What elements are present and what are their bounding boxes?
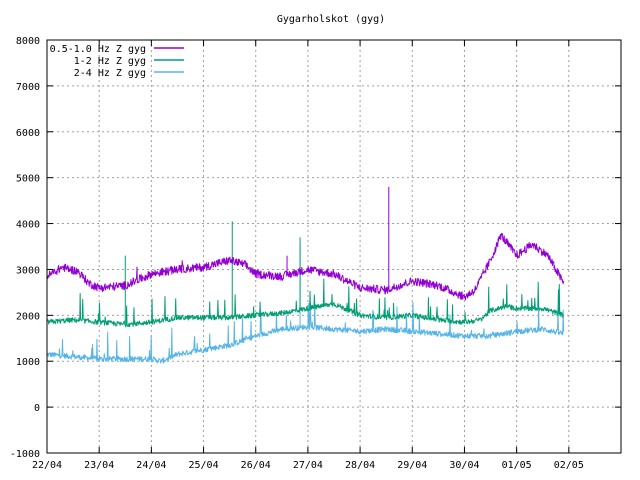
legend-label: 1-2 Hz Z gyg	[74, 56, 146, 67]
x-tick-label: 25/04	[188, 460, 218, 471]
series-line	[46, 278, 564, 328]
y-tick-label: -1000	[10, 449, 40, 460]
x-tick-label: 24/04	[136, 460, 166, 471]
x-tick-label: 28/04	[345, 460, 375, 471]
chart-title: Gygarholskot (gyg)	[277, 14, 385, 25]
y-tick-label: 3000	[16, 265, 40, 276]
y-tick-label: 7000	[16, 82, 40, 93]
x-tick-label: 22/04	[32, 460, 62, 471]
series-layer	[46, 186, 565, 364]
axes: -1000 0 1000 2000 3000 4000 5000 6000 7000 8000 22…	[10, 36, 621, 471]
y-tick-label: 2000	[16, 311, 40, 322]
legend-label: 2-4 Hz Z gyg	[74, 68, 146, 79]
y-tick-label: 6000	[16, 128, 40, 139]
legend-label: 0.5-1.0 Hz Z gyg	[50, 44, 146, 55]
x-tick-label: 23/04	[84, 460, 114, 471]
x-tick-label: 26/04	[241, 460, 271, 471]
series-line	[46, 301, 565, 364]
plot-frame	[46, 39, 622, 454]
y-tick-label: 1000	[16, 357, 40, 368]
x-tick-label: 29/04	[397, 460, 427, 471]
y-tick-label: 0	[34, 403, 40, 414]
y-tick-label: 5000	[16, 174, 40, 185]
x-tick-label: 30/04	[449, 460, 479, 471]
x-tick-label: 27/04	[293, 460, 323, 471]
y-tick-label: 8000	[16, 36, 40, 47]
y-tick-label: 4000	[16, 220, 40, 231]
x-tick-label: 02/05	[554, 460, 584, 471]
series-line	[46, 232, 565, 301]
grid	[47, 40, 621, 453]
x-tick-label: 01/05	[502, 460, 532, 471]
